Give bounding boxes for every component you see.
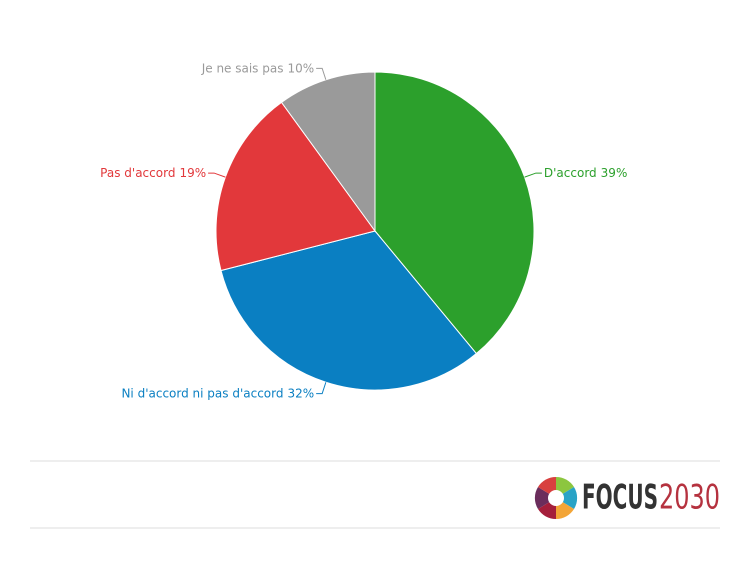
logo-icon — [534, 476, 578, 520]
leader-line — [524, 172, 542, 178]
leader-line — [208, 172, 226, 178]
slice-label: Pas d'accord 19% — [100, 166, 206, 180]
leader-line — [316, 67, 327, 80]
slice-category: Je ne sais pas — [201, 61, 284, 75]
slice-category: Ni d'accord ni pas d'accord — [121, 386, 283, 400]
slice-category: D'accord — [544, 166, 597, 180]
slice-value-label: 39% — [601, 166, 628, 180]
slice-category: Pas d'accord — [100, 166, 175, 180]
leader-line — [316, 382, 327, 395]
slice-value-label: 10% — [287, 61, 314, 75]
slice-label: Je ne sais pas 10% — [201, 61, 314, 75]
slice-label: D'accord 39% — [544, 166, 627, 180]
pie-slice — [220, 230, 478, 391]
slice-value-label: 19% — [179, 166, 206, 180]
logo-text: 2030 — [659, 478, 720, 518]
logo-text: FOCUS — [582, 478, 658, 518]
pie-slice — [215, 101, 376, 272]
slice-label: Ni d'accord ni pas d'accord 32% — [121, 386, 314, 400]
slice-value-label: 32% — [287, 386, 314, 400]
